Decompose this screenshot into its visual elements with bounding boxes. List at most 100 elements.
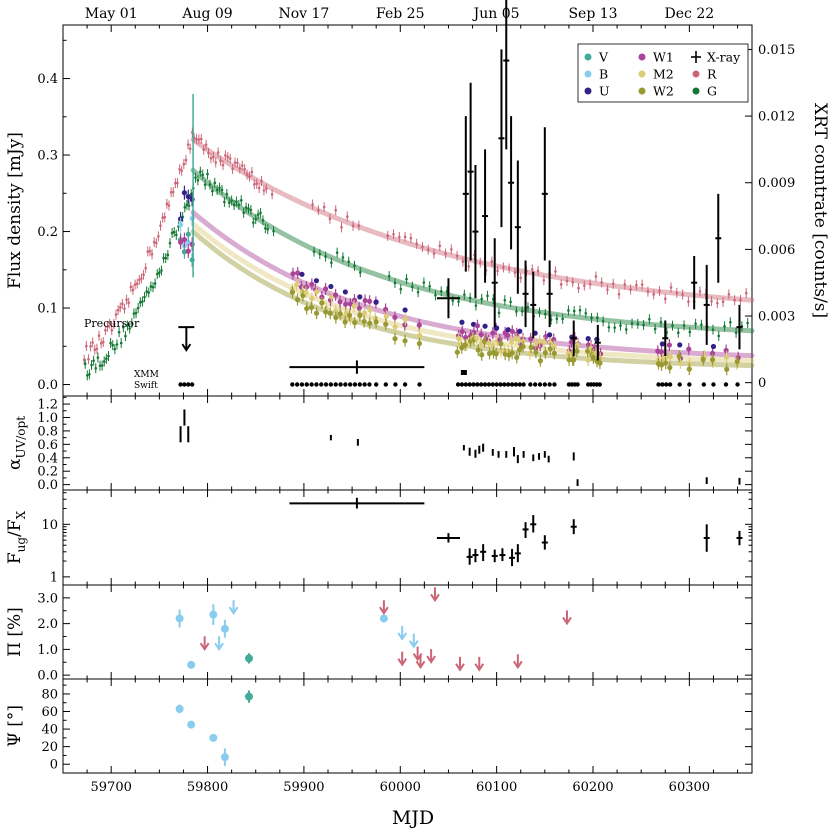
flux-point-R bbox=[140, 277, 143, 280]
flux-point-M2 bbox=[402, 316, 408, 323]
flux-point-R bbox=[169, 190, 173, 194]
flux-point-G bbox=[259, 211, 262, 215]
flux-point-G bbox=[474, 304, 478, 307]
flux-point-R bbox=[250, 170, 254, 174]
flux-point-W1 bbox=[723, 347, 729, 354]
annotation-precursor: Precursor bbox=[84, 317, 140, 330]
flux-point-M2 bbox=[383, 313, 389, 319]
flux-point-R bbox=[669, 286, 673, 289]
legend-label-U: U bbox=[599, 84, 610, 99]
legend-label-W1: W1 bbox=[653, 50, 674, 65]
flux-point-R bbox=[85, 344, 88, 348]
y-tick-label: 1.0 bbox=[37, 411, 58, 426]
y-tick-label: 0.4 bbox=[37, 451, 58, 466]
flux-point-R bbox=[675, 291, 679, 295]
pol-point bbox=[175, 614, 184, 623]
flux-point-G bbox=[393, 281, 397, 285]
swift-marker bbox=[482, 382, 488, 387]
pol-upper-limit bbox=[415, 654, 426, 670]
flux-point-R bbox=[131, 288, 135, 292]
flux-point-U bbox=[185, 194, 191, 200]
flux-point-R bbox=[93, 348, 97, 352]
flux-point-R bbox=[386, 234, 390, 238]
flux-point-G bbox=[143, 295, 146, 299]
flux-point-W1 bbox=[509, 328, 515, 334]
swift-marker bbox=[463, 382, 468, 387]
flux-point-M2 bbox=[333, 308, 339, 314]
flux-point-U bbox=[313, 278, 320, 284]
flux-point-G bbox=[312, 250, 316, 253]
flux-point-W1 bbox=[392, 314, 398, 320]
flux-point-M2 bbox=[723, 354, 730, 360]
flux-point-W1 bbox=[528, 336, 534, 342]
flux-point-G bbox=[187, 204, 191, 207]
flux-point-R bbox=[89, 345, 92, 348]
swift-marker bbox=[309, 382, 314, 387]
y-axis-label: αUV/opt bbox=[5, 416, 28, 470]
flux-point-G bbox=[411, 285, 414, 288]
flux-point-M2 bbox=[313, 289, 320, 295]
y-right-axis-label: XRT countrate [counts/s] bbox=[810, 103, 830, 318]
flux-point-W2 bbox=[373, 319, 379, 325]
flux-point-W1 bbox=[686, 346, 692, 352]
flux-point-R bbox=[438, 244, 442, 248]
legend-marker-U bbox=[584, 87, 592, 95]
flux-point-R bbox=[502, 266, 505, 269]
flux-point-R bbox=[681, 293, 684, 296]
flux-point-R bbox=[114, 313, 118, 316]
flux-point-G bbox=[249, 208, 253, 212]
y-tick-label: 0 bbox=[50, 758, 58, 773]
y-tick-label: 40 bbox=[41, 723, 58, 738]
flux-point-G bbox=[232, 203, 236, 207]
flux-point-R bbox=[554, 270, 557, 273]
flux-point-G bbox=[700, 323, 703, 326]
flux-point-W2 bbox=[574, 348, 580, 354]
flux-point-R bbox=[577, 286, 580, 290]
angle-point bbox=[175, 704, 184, 713]
flux-point-G bbox=[457, 300, 460, 303]
flux-point-G bbox=[659, 320, 663, 324]
flux-point-G bbox=[607, 325, 611, 329]
pol-upper-limit bbox=[562, 610, 572, 626]
panel-flux: 0.0 0.1 0.2 0.3 0.4 Flux density [mJy] 0 0.003 0… bbox=[5, 0, 830, 397]
flux-point-M2 bbox=[293, 282, 300, 288]
flux-point-G bbox=[199, 170, 202, 174]
flux-point-R bbox=[209, 156, 213, 160]
flux-point-G bbox=[509, 300, 512, 304]
y-tick-label: 0.2 bbox=[37, 225, 58, 240]
flux-point-G bbox=[105, 357, 108, 361]
flux-point-R bbox=[199, 137, 203, 141]
flux-point-G bbox=[428, 285, 431, 288]
flux-point-G bbox=[230, 199, 233, 202]
flux-point-W2 bbox=[323, 309, 329, 315]
flux-point-G bbox=[172, 230, 176, 234]
swift-marker bbox=[357, 382, 362, 387]
flux-point-W2 bbox=[337, 311, 343, 317]
angle-point bbox=[244, 692, 253, 701]
flux-point-G bbox=[170, 231, 174, 235]
flux-point-G bbox=[341, 256, 345, 259]
swift-marker bbox=[656, 382, 661, 387]
flux-point-G bbox=[126, 324, 129, 327]
flux-point-G bbox=[128, 327, 131, 330]
flux-point-U bbox=[181, 190, 188, 196]
swift-marker bbox=[664, 382, 669, 387]
flux-point-U bbox=[342, 289, 348, 295]
flux-point-R bbox=[171, 190, 175, 194]
swift-marker bbox=[338, 382, 343, 387]
flux-point-W2 bbox=[686, 366, 692, 372]
swift-marker bbox=[486, 382, 492, 387]
flux-point-W1 bbox=[322, 286, 329, 292]
flux-point-R bbox=[216, 151, 220, 154]
flux-point-R bbox=[129, 285, 133, 289]
flux-point-M2 bbox=[474, 335, 480, 341]
flux-point-R bbox=[182, 162, 186, 166]
flux-point-W1 bbox=[177, 239, 184, 245]
flux-point-W2 bbox=[551, 350, 557, 356]
y-tick-label: 0.1 bbox=[37, 302, 58, 317]
flux-point-G bbox=[451, 299, 455, 302]
flux-point-R bbox=[478, 261, 482, 264]
flux-point-R bbox=[123, 307, 126, 311]
panels: 0.0 0.1 0.2 0.3 0.4 Flux density [mJy] 0 0.003 0… bbox=[5, 0, 830, 795]
flux-point-R bbox=[594, 275, 598, 278]
